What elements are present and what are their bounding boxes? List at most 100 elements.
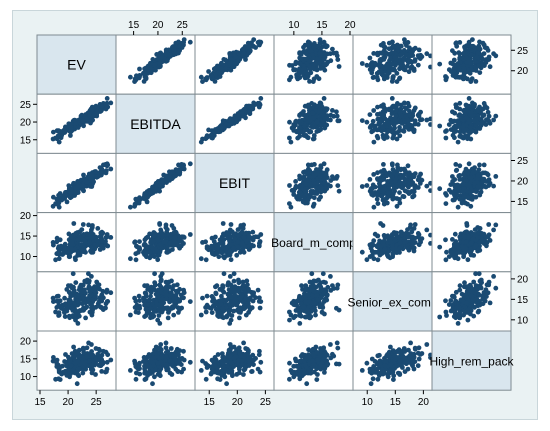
scatter-point [380, 124, 386, 130]
scatter-point [155, 257, 161, 263]
scatter-point [219, 60, 224, 66]
scatter-point [61, 251, 66, 256]
scatter-point [141, 79, 147, 84]
scatter-point [477, 39, 482, 45]
scatter-point [246, 304, 252, 310]
scatter-point [397, 125, 402, 130]
scatter-point [335, 57, 341, 62]
scatter-cell-senior-ex-comp-vs-high-rem-pack [431, 271, 512, 332]
scatter-point [177, 297, 183, 303]
scatter-point [179, 165, 185, 171]
scatter-point [167, 293, 173, 299]
scatter-point [475, 248, 481, 254]
scatter-point [484, 105, 490, 111]
scatter-point [334, 113, 340, 119]
scatter-point [476, 271, 482, 277]
scatter-cell-ebitda-vs-ev [36, 93, 117, 154]
scatter-point [291, 315, 297, 321]
scatter-point [244, 278, 250, 284]
scatter-cell-board-m-comp-vs-ebit [194, 212, 275, 273]
scatter-point [68, 234, 74, 240]
scatter-point [165, 315, 171, 321]
scatter-point [172, 51, 178, 56]
scatter-point [287, 62, 292, 68]
scatter-point [163, 279, 169, 285]
scatter-point [336, 64, 342, 69]
scatter-point [322, 116, 328, 122]
scatter-point [87, 289, 93, 294]
scatter-point [70, 271, 76, 277]
scatter-point [187, 232, 193, 237]
scatter-point [253, 45, 258, 50]
scatter-point [219, 125, 224, 130]
scatter-point [479, 237, 485, 243]
scatter-point [220, 240, 226, 245]
scatter-point [62, 129, 68, 135]
scatter-point [395, 165, 401, 171]
scatter-point [375, 201, 381, 207]
scatter-point [206, 69, 212, 74]
scatter-point [367, 55, 373, 61]
scatter-point [84, 231, 90, 237]
scatter-point [75, 321, 81, 326]
scatter-point [159, 271, 165, 277]
scatter-point [86, 278, 92, 284]
scatter-point [295, 71, 301, 77]
scatter-point [155, 237, 161, 243]
scatter-point [389, 96, 395, 101]
scatter-point [412, 222, 418, 227]
scatter-point [256, 299, 262, 304]
scatter-point [236, 279, 242, 285]
scatter-point [209, 294, 215, 299]
scatter-point [226, 311, 232, 317]
scatter-point [169, 278, 174, 284]
scatter-point [380, 50, 385, 56]
scatter-point [171, 230, 177, 236]
scatter-point [493, 285, 499, 291]
scatter-point [293, 59, 299, 65]
scatter-point [221, 254, 226, 259]
scatter-point [311, 278, 317, 284]
scatter-point [132, 239, 138, 245]
scatter-point [437, 61, 443, 67]
diagonal-cell-ev [36, 34, 117, 95]
scatter-point [392, 43, 398, 49]
scatter-point [477, 70, 483, 75]
scatter-point [136, 245, 142, 251]
variable-label: EBIT [219, 175, 251, 191]
scatter-point [88, 120, 93, 126]
scatter-point [314, 119, 320, 125]
scatter-point [375, 257, 381, 263]
scatter-point [359, 184, 365, 189]
scatter-point [253, 234, 258, 240]
scatter-point [401, 66, 407, 72]
scatter-point [318, 165, 324, 171]
scatter-point [143, 251, 149, 256]
scatter-point [228, 288, 234, 293]
scatter-point [416, 47, 422, 53]
scatter-point [371, 108, 377, 113]
scatter-point [456, 50, 462, 56]
scatter-point [293, 118, 299, 124]
scatter-point [317, 303, 323, 309]
scatter-point [397, 180, 403, 186]
scatter-point [453, 162, 459, 167]
scatter-point [369, 241, 375, 247]
scatter-point [84, 297, 90, 302]
scatter-point [142, 290, 148, 296]
scatter-point [334, 109, 339, 115]
scatter-point [228, 118, 234, 124]
scatter-point [380, 65, 386, 71]
scatter-point [104, 168, 109, 174]
scatter-point [392, 236, 398, 242]
scatter-point [378, 178, 384, 184]
scatter-point [303, 51, 309, 57]
scatter-point [390, 251, 396, 257]
scatter-point [83, 315, 88, 321]
scatter-point [108, 100, 114, 106]
scatter-point [80, 183, 86, 189]
scatter-point [200, 295, 205, 301]
scatter-point [320, 271, 326, 277]
scatter-point [486, 118, 492, 124]
scatter-cell-board-m-comp-vs-senior-ex-comp [352, 212, 433, 273]
